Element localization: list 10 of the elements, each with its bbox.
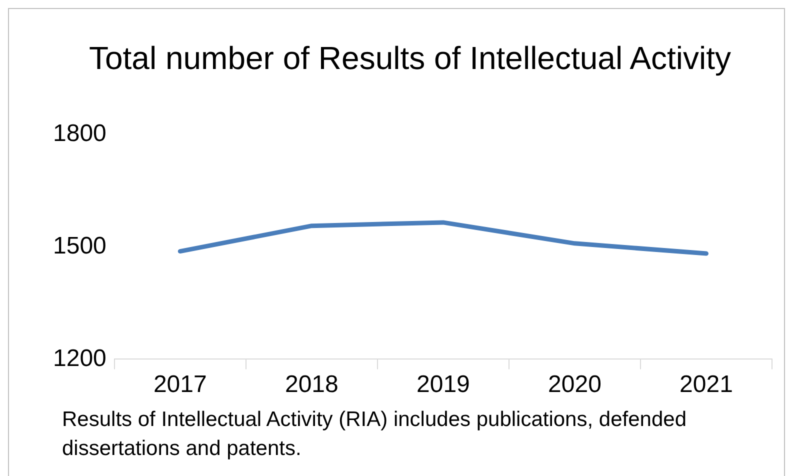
x-tick-label: 2021 [680,371,733,398]
x-tick-label: 2017 [153,371,207,398]
chart-title: Total number of Results of Intellectual Activity [88,40,732,76]
x-tick-label: 2020 [548,371,602,398]
x-tick-label: 2018 [284,371,338,398]
x-tick-label: 2019 [416,371,470,398]
y-tick-label: 1800 [53,120,106,148]
y-tick-label: 1500 [53,232,106,260]
y-tick-label: 1200 [53,344,106,372]
text: Results of Intellectual Activity (RIA) includes publications, defended dissertations and patents. [62,407,688,462]
